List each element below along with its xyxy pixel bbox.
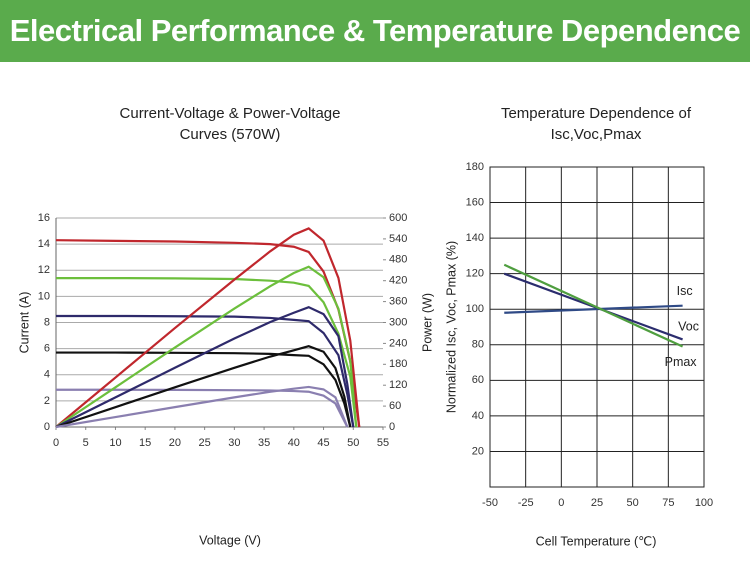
y-tick-label: 60 — [472, 374, 484, 386]
y2-tick-label: 240 — [389, 337, 407, 349]
series-label: Pmax — [665, 355, 698, 369]
y-tick-label: 20 — [472, 445, 484, 457]
y-tick-label: 4 — [44, 369, 50, 381]
series-label: Voc — [678, 320, 699, 334]
x-tick-label: 100 — [695, 497, 713, 509]
x-axis-label: Voltage (V) — [199, 533, 261, 547]
series-line — [56, 276, 358, 428]
y-tick-label: 0 — [44, 421, 50, 433]
x-tick-label: -50 — [482, 497, 498, 509]
y-tick-label: 2 — [44, 395, 50, 407]
y2-tick-label: 360 — [389, 296, 407, 308]
y-tick-label: 12 — [38, 264, 50, 276]
y-tick-label: 120 — [466, 268, 484, 280]
series-line — [55, 239, 361, 428]
x-tick-label: 25 — [199, 437, 211, 449]
x-tick-label: 0 — [558, 497, 564, 509]
x-tick-label: 5 — [83, 437, 89, 449]
y2-tick-label: 540 — [389, 233, 407, 245]
y-tick-label: 100 — [466, 303, 484, 315]
chart-title: Current-Voltage & Power-Voltage — [120, 105, 341, 122]
y-tick-label: 40 — [472, 410, 484, 422]
series-line — [56, 351, 352, 428]
y-tick-label: 160 — [466, 196, 484, 208]
y2-tick-label: 120 — [389, 379, 407, 391]
x-tick-label: 40 — [288, 437, 300, 449]
x-tick-label: 10 — [109, 437, 121, 449]
y2-tick-label: 420 — [389, 275, 407, 287]
header-title: Electrical Performance & Temperature Dep… — [0, 0, 750, 62]
y-tick-label: 140 — [466, 232, 484, 244]
series-line — [55, 265, 358, 428]
y-tick-label: 180 — [466, 161, 484, 173]
chart-title: Isc,Voc,Pmax — [551, 126, 642, 143]
y2-tick-label: 300 — [389, 316, 407, 328]
x-tick-label: 75 — [662, 497, 674, 509]
series-label: Isc — [677, 284, 693, 298]
x-tick-label: 0 — [53, 437, 59, 449]
x-tick-label: 25 — [591, 497, 603, 509]
y-tick-label: 16 — [38, 212, 50, 224]
y-axis-label: Current (A) — [17, 292, 31, 354]
y2-tick-label: 0 — [389, 421, 395, 433]
y2-tick-label: 60 — [389, 400, 401, 412]
series-line — [503, 263, 684, 348]
series-line — [56, 314, 355, 428]
x-axis-label: Cell Temperature (℃) — [536, 534, 657, 548]
x-tick-label: 45 — [317, 437, 329, 449]
series-line — [55, 385, 349, 429]
x-tick-label: 35 — [258, 437, 270, 449]
chart-title: Curves (570W) — [180, 126, 281, 143]
series-line — [504, 304, 683, 314]
plot-frame — [489, 166, 705, 488]
x-tick-label: 20 — [169, 437, 181, 449]
chart-title: Temperature Dependence of — [501, 105, 692, 122]
y-tick-label: 6 — [44, 343, 50, 355]
y2-axis-label: Power (W) — [420, 293, 434, 352]
y-tick-label: 80 — [472, 339, 484, 351]
y2-tick-label: 600 — [389, 212, 407, 224]
x-tick-label: 55 — [377, 437, 389, 449]
y-tick-label: 14 — [38, 238, 50, 250]
x-tick-label: 50 — [627, 497, 639, 509]
y-axis-label: Normalized Isc, Voc, Pmax (%) — [444, 241, 458, 413]
series-line — [55, 227, 361, 428]
x-tick-label: -25 — [518, 497, 534, 509]
x-tick-label: 15 — [139, 437, 151, 449]
y-tick-label: 8 — [44, 316, 50, 328]
series-line — [56, 388, 349, 428]
x-tick-label: 30 — [228, 437, 240, 449]
y2-tick-label: 480 — [389, 254, 407, 266]
y-tick-label: 10 — [38, 290, 50, 302]
x-tick-label: 50 — [347, 437, 359, 449]
y2-tick-label: 180 — [389, 358, 407, 370]
series-line — [55, 305, 355, 428]
series-line — [55, 345, 352, 429]
